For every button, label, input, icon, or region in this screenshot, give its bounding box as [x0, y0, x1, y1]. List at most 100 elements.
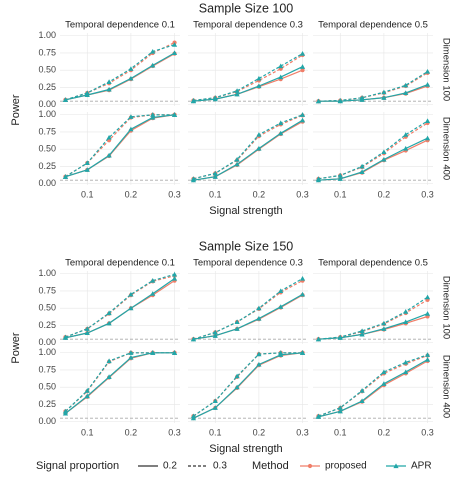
- point-marker: [337, 97, 343, 103]
- point-marker: [424, 68, 431, 74]
- y-tick-label: 1.00: [38, 109, 56, 119]
- point-marker: [307, 463, 313, 469]
- series-line: [318, 71, 428, 102]
- point-marker: [212, 329, 218, 335]
- panel-background: [60, 350, 180, 423]
- point-marker: [106, 152, 112, 158]
- strip-label: Temporal dependence 0.5: [318, 258, 428, 269]
- point-marker: [278, 130, 284, 136]
- point-marker: [278, 74, 284, 80]
- point-marker: [234, 91, 240, 97]
- point-marker: [128, 66, 134, 71]
- point-marker: [403, 359, 409, 365]
- point-marker: [234, 88, 240, 93]
- point-marker: [128, 305, 134, 311]
- point-marker: [256, 351, 262, 357]
- point-marker: [150, 112, 156, 117]
- point-marker: [381, 320, 387, 326]
- x-tick-label: 0.3: [296, 427, 309, 437]
- legend-title: Signal proportion: [36, 460, 119, 472]
- y-tick-label: 0.50: [38, 303, 56, 313]
- point-marker: [106, 320, 112, 326]
- point-marker: [381, 95, 387, 100]
- series-line: [193, 54, 303, 102]
- point-marker: [403, 145, 409, 151]
- point-marker: [403, 90, 409, 95]
- point-marker: [424, 352, 431, 357]
- point-marker: [212, 174, 218, 179]
- series-line: [318, 354, 428, 417]
- point-marker: [171, 271, 178, 277]
- point-marker: [84, 388, 90, 393]
- point-marker: [234, 373, 240, 379]
- point-marker: [359, 95, 365, 100]
- x-tick-label: 0.1: [209, 427, 222, 437]
- point-marker: [299, 275, 306, 281]
- point-marker: [299, 350, 306, 355]
- y-tick-label: 1.00: [38, 347, 56, 357]
- point-marker: [337, 172, 343, 178]
- x-tick-label: 0.3: [421, 427, 434, 437]
- y-tick-label: 0.50: [38, 382, 56, 392]
- series-line: [193, 66, 303, 102]
- x-tick-label: 0.2: [378, 189, 391, 199]
- x-tick-label: 0.3: [421, 189, 434, 199]
- point-marker: [278, 304, 284, 309]
- point-marker: [337, 176, 343, 181]
- x-tick-label: 0.2: [125, 427, 138, 437]
- point-marker: [359, 388, 365, 393]
- y-tick-label: 0.25: [38, 320, 56, 330]
- series-line: [193, 293, 303, 340]
- point-marker: [234, 161, 240, 167]
- panel-background: [313, 350, 433, 423]
- point-marker: [106, 310, 112, 316]
- point-marker: [299, 117, 306, 123]
- point-marker: [393, 463, 399, 469]
- series-line: [318, 122, 428, 180]
- legend-label: proposed: [325, 461, 367, 472]
- point-marker: [337, 408, 343, 414]
- strip-label: Dimension 400: [440, 117, 451, 180]
- point-marker: [62, 174, 69, 179]
- x-tick-label: 0.2: [378, 427, 391, 437]
- x-tick-label: 0.2: [253, 427, 266, 437]
- point-marker: [424, 357, 431, 362]
- chart-title: Sample Size 100: [199, 1, 294, 15]
- point-marker: [171, 275, 178, 281]
- point-marker: [128, 114, 134, 119]
- series-line: [193, 352, 303, 417]
- point-marker: [299, 64, 306, 69]
- y-tick-label: 0.25: [38, 82, 56, 92]
- point-marker: [190, 413, 197, 419]
- point-marker: [62, 97, 69, 102]
- point-marker: [171, 42, 178, 47]
- strip-label: Temporal dependence 0.3: [193, 20, 303, 31]
- y-tick-label: 0.50: [38, 65, 56, 75]
- point-marker: [278, 288, 284, 294]
- panel-background: [313, 33, 433, 106]
- point-marker: [190, 176, 197, 181]
- y-tick-label: 0.00: [38, 337, 56, 347]
- point-marker: [62, 334, 69, 340]
- point-marker: [106, 134, 112, 140]
- series-line: [193, 352, 303, 419]
- point-marker: [403, 309, 409, 314]
- legend-label: APR: [411, 461, 432, 472]
- y-tick-label: 1.00: [38, 268, 56, 278]
- series-line: [65, 278, 175, 339]
- point-marker: [128, 75, 134, 81]
- point-marker: [84, 90, 90, 95]
- point-marker: [106, 86, 112, 92]
- series-line: [318, 137, 428, 181]
- point-marker: [381, 326, 387, 331]
- point-marker: [359, 163, 365, 169]
- series-line: [65, 352, 175, 412]
- point-marker: [190, 336, 197, 342]
- panel-background: [60, 33, 180, 106]
- point-marker: [424, 311, 431, 316]
- x-tick-label: 0.3: [296, 189, 309, 199]
- y-tick-label: 0.25: [38, 399, 56, 409]
- point-marker: [234, 319, 240, 325]
- point-marker: [403, 369, 409, 375]
- point-marker: [359, 169, 365, 174]
